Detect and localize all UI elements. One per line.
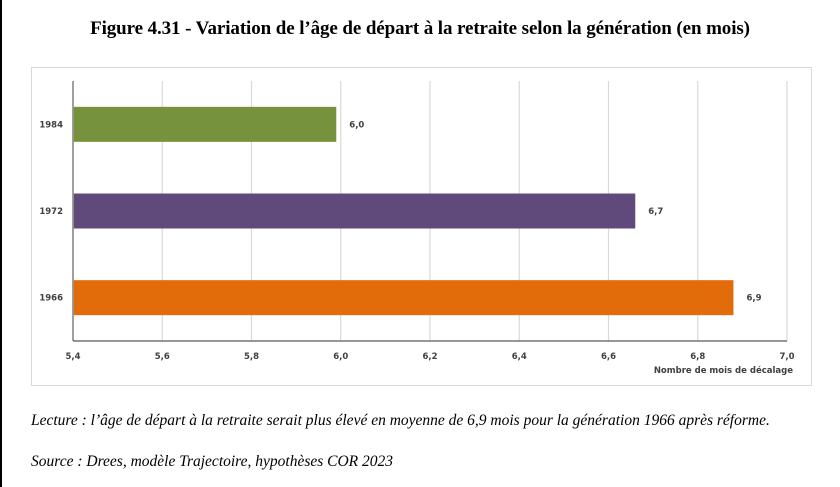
bar-1966	[73, 280, 734, 316]
x-tick-label: 6,6	[601, 352, 616, 362]
axes	[72, 81, 787, 342]
figure-title: Figure 4.31 - Variation de l’âge de dépa…	[90, 18, 750, 39]
category-labels: 1984 1972 1966	[39, 120, 63, 303]
x-tick-label: 7,0	[779, 352, 794, 362]
bars	[73, 106, 734, 316]
x-tick-label: 6,8	[690, 352, 705, 362]
x-tick-label: 6,0	[333, 352, 348, 362]
lecture-note: Lecture : l’âge de départ à la retraite …	[31, 412, 770, 429]
page-left-border	[0, 0, 2, 487]
bar-1972	[73, 193, 636, 229]
data-label: 6,9	[746, 294, 761, 304]
category-label: 1984	[39, 120, 63, 130]
x-tick-label: 6,2	[422, 352, 437, 362]
data-labels: 6,0 6,7 6,9	[349, 120, 761, 303]
x-axis-title: Nombre de mois de décalage	[654, 365, 793, 376]
data-label: 6,7	[648, 207, 663, 217]
bar-1984	[73, 106, 337, 142]
category-label: 1972	[39, 207, 63, 217]
source-note: Source : Drees, modèle Trajectoire, hypo…	[31, 453, 394, 470]
x-tick-label: 5,4	[65, 352, 80, 362]
bar-chart: 5,4 5,6 5,8 6,0 6,2 6,4 6,6 6,8 7,0 1984 1972 1966…	[39, 81, 795, 376]
x-tick-label: 5,8	[244, 352, 259, 362]
x-tick-label: 6,4	[512, 352, 527, 362]
x-tick-label: 5,6	[155, 352, 170, 362]
data-label: 6,0	[349, 120, 364, 130]
x-tick-labels: 5,4 5,6 5,8 6,0 6,2 6,4 6,6 6,8 7,0	[65, 352, 794, 362]
category-label: 1966	[39, 294, 63, 304]
